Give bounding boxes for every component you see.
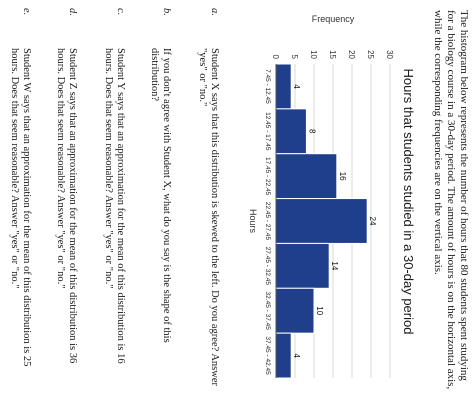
y-tick-label: 5 (290, 55, 299, 60)
bar-value-label: 8 (307, 129, 316, 134)
histogram-bar (275, 108, 307, 155)
x-tick-label: 27.45 - 32.45 (264, 247, 271, 286)
question-b: b. If you don't agree with Student X, wh… (148, 8, 172, 388)
y-tick-label: 0 (271, 55, 280, 60)
bar-value-label: 4 (292, 353, 301, 358)
y-tick-label: 15 (328, 50, 337, 59)
y-tick-label: 20 (347, 50, 356, 59)
question-e: e. Student W says that an approximation … (8, 8, 32, 388)
question-letter: e. (21, 8, 32, 16)
question-d: d. Student Z says that an approximation … (54, 8, 78, 388)
question-a: a. Student X says that this distribution… (196, 8, 220, 388)
histogram-bar (275, 332, 292, 379)
histogram-chart: 0 5 10 15 20 25 30 Frequency 4 7.45 - 12.45 8 12.45… (248, 14, 394, 379)
question-text: Student X says that this distribution is… (197, 48, 220, 386)
x-axis-label: Hours (248, 209, 258, 234)
question-letter: b. (161, 8, 172, 16)
question-letter: d. (67, 8, 78, 16)
x-tick-label: 7.45 - 12.45 (264, 69, 271, 104)
histogram-bar (275, 198, 368, 244)
bar-value-label: 24 (368, 217, 377, 226)
y-tick-label: 25 (366, 50, 375, 59)
bar-value-label: 16 (338, 172, 347, 181)
y-axis-label: Frequency (312, 14, 355, 24)
x-tick-label: 32.45 - 37.45 (264, 292, 271, 331)
question-letter: a. (209, 8, 220, 16)
y-tick-label: 10 (309, 50, 318, 59)
x-tick-label: 17.45 - 22.45 (264, 157, 271, 196)
question-c: c. Student Y says that an approximation … (102, 8, 126, 388)
question-text: Student Z says that an approximation for… (55, 48, 78, 364)
histogram-bar (275, 63, 292, 110)
y-tick-label: 30 (385, 50, 394, 59)
x-tick-label: 22.45 - 27.45 (264, 202, 271, 241)
histogram-bar (275, 287, 315, 334)
question-text: Student Y says that an approximation for… (103, 48, 126, 364)
question-text: Student W says that an approximation for… (9, 48, 32, 367)
bar-value-label: 4 (292, 84, 301, 89)
histogram-bar (275, 242, 330, 289)
x-tick-label: 37.45 - 42.45 (264, 336, 271, 375)
histogram-bar (275, 153, 338, 200)
x-tick-label: 12.45 - 17.45 (264, 112, 271, 151)
bar-value-label: 10 (315, 306, 324, 315)
question-letter: c. (115, 8, 126, 16)
bar-value-label: 14 (330, 261, 339, 270)
question-text: If you don't agree with Student X, what … (149, 48, 172, 343)
